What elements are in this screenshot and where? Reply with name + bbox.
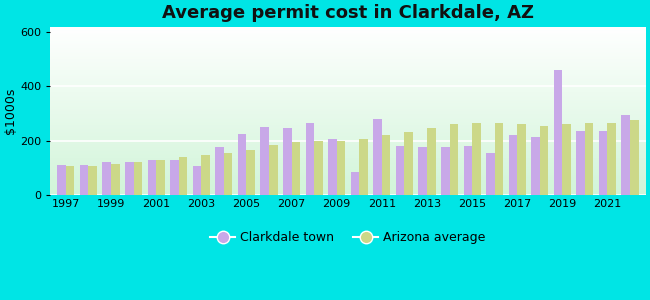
Bar	[134, 162, 142, 195]
Bar	[441, 147, 450, 195]
Bar	[419, 147, 427, 195]
Bar	[463, 146, 472, 195]
Bar	[192, 167, 202, 195]
Bar	[238, 134, 246, 195]
Bar	[359, 139, 368, 195]
Bar	[608, 123, 616, 195]
Bar	[66, 167, 75, 195]
Bar	[328, 139, 337, 195]
Bar	[57, 165, 66, 195]
Bar	[202, 155, 210, 195]
Bar	[246, 150, 255, 195]
Bar	[373, 119, 382, 195]
Bar	[427, 128, 436, 195]
Bar	[292, 142, 300, 195]
Bar	[554, 70, 562, 195]
Bar	[314, 141, 322, 195]
Bar	[111, 164, 120, 195]
Title: Average permit cost in Clarkdale, AZ: Average permit cost in Clarkdale, AZ	[162, 4, 534, 22]
Bar	[306, 123, 314, 195]
Bar	[509, 135, 517, 195]
Bar	[170, 160, 179, 195]
Bar	[224, 153, 233, 195]
Bar	[562, 124, 571, 195]
Bar	[80, 165, 88, 195]
Bar	[517, 124, 526, 195]
Bar	[382, 135, 391, 195]
Bar	[148, 160, 156, 195]
Bar	[283, 128, 292, 195]
Bar	[472, 123, 480, 195]
Bar	[599, 131, 608, 195]
Bar	[621, 115, 630, 195]
Bar	[531, 136, 540, 195]
Bar	[88, 167, 97, 195]
Bar	[269, 145, 278, 195]
Bar	[350, 172, 359, 195]
Legend: Clarkdale town, Arizona average: Clarkdale town, Arizona average	[205, 226, 491, 249]
Y-axis label: $1000s: $1000s	[4, 88, 17, 134]
Bar	[495, 123, 503, 195]
Bar	[396, 146, 404, 195]
Bar	[261, 127, 269, 195]
Bar	[577, 131, 585, 195]
Bar	[404, 132, 413, 195]
Bar	[337, 141, 345, 195]
Bar	[156, 160, 164, 195]
Bar	[179, 157, 187, 195]
Bar	[125, 162, 134, 195]
Bar	[585, 123, 593, 195]
Bar	[103, 162, 111, 195]
Bar	[450, 124, 458, 195]
Bar	[630, 120, 638, 195]
Bar	[215, 147, 224, 195]
Bar	[540, 126, 549, 195]
Bar	[486, 153, 495, 195]
